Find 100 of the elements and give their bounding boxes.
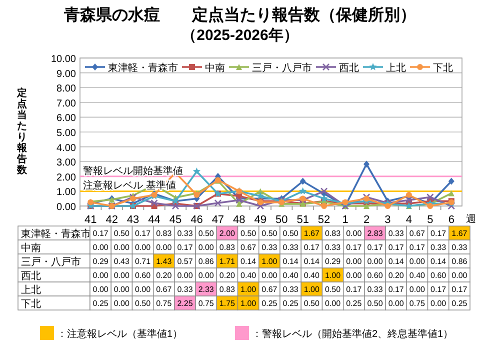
data-label: 0.50 [304,299,320,308]
y-tick-label: 5.00 [56,128,76,139]
x-tick-label: 5 [427,214,434,226]
y-tick-label: 7.00 [56,98,76,110]
x-tick-label: 41 [84,214,97,226]
data-label: 0.50 [114,229,130,238]
data-label: 0.25 [282,299,299,308]
data-label: 0.00 [198,271,214,280]
data-label: 0.00 [92,271,109,280]
data-label: 0.14 [388,257,404,266]
data-label: 0.20 [219,271,236,280]
data-label: 0.33 [282,285,299,294]
data-label: 0.14 [304,257,320,266]
legend-label: 下北 [433,62,453,74]
text: 東津軽・青森市 [21,229,91,240]
data-label: 1.75 [219,299,236,308]
data-label: 0.67 [156,285,172,294]
data-label: 0.17 [367,243,384,252]
data-label: 0.33 [177,229,194,238]
legend-label: 東津軽・青森市 [108,62,178,74]
data-label: 0.50 [367,299,384,308]
data-label: 2.83 [367,229,384,238]
data-label: 0.40 [282,271,299,280]
data-label: 0.17 [430,229,447,238]
data-label: 0.86 [452,257,468,266]
legend-label: 西北 [339,62,359,74]
chart-title: 青森県の水痘 定点当たり報告数（保健所別） [63,6,416,24]
data-label: 0.00 [346,271,362,280]
data-label: 0.00 [156,243,172,252]
x-tick-label: 48 [233,214,246,226]
data-label: 0.00 [367,257,384,266]
y-tick-label: 1.00 [56,187,76,198]
data-label: 0.67 [409,229,426,238]
data-label: 0.17 [430,285,447,294]
data-label: 0.00 [346,229,362,238]
x-tick-label: 6 [448,214,454,226]
x-tick-label: 45 [169,214,182,226]
data-label: 0.50 [324,285,342,294]
data-label: 0.17 [452,285,468,294]
data-label: 0.67 [262,285,278,294]
data-label: 0.14 [430,257,447,266]
text: 西北 [21,271,41,282]
ref-line-label: 警報レベル開始基準値 [83,164,183,177]
data-label: 0.50 [262,229,278,238]
data-label: 0.33 [177,285,194,294]
data-label: 0.33 [324,243,342,252]
x-tick-label: 50 [275,214,288,226]
data-label: 0.00 [409,257,426,266]
x-tick-label: 43 [126,214,140,226]
data-label: 0.29 [324,257,342,266]
x-tick-label: 49 [254,214,267,226]
data-label: 0.00 [134,285,152,294]
data-label: 0.83 [156,229,172,238]
data-label: 0.17 [92,229,109,238]
x-tick-label: 44 [148,214,160,226]
data-label: 0.20 [156,271,172,280]
data-label: 0.00 [198,243,214,252]
legend-label: 三戸・八戸市 [252,62,312,74]
data-label: 0.75 [409,299,426,308]
data-label: 1.00 [324,271,342,280]
data-label: 0.33 [367,285,384,294]
data-label: 0.25 [346,299,362,308]
x-tick-label: 3 [384,214,391,226]
data-label: 0.20 [388,271,404,280]
data-label: 0.83 [219,285,236,294]
data-label: 0.00 [430,299,447,308]
data-label: 2.33 [198,285,214,294]
data-label: 0.00 [114,285,130,294]
data-label: 0.00 [114,243,130,252]
data-label: 0.83 [324,229,342,238]
data-label: 0.00 [114,299,130,308]
chart-subtitle: （2025-2026年） [182,27,298,44]
data-label: 0.33 [262,243,278,252]
x-tick-label: 2 [363,214,370,226]
data-label: 0.00 [388,299,404,308]
data-label: 0.57 [177,257,194,266]
data-label: 0.67 [240,243,257,252]
data-label: 0.17 [346,285,362,294]
data-label: 0.50 [282,229,299,238]
text: 上北 [21,285,41,296]
data-label: 0.17 [134,229,152,238]
y-tick-label: 2.00 [56,172,76,184]
data-label: 0.17 [388,243,404,252]
x-tick-label: 42 [106,214,118,226]
data-label: 0.00 [177,271,194,280]
data-label: 1.67 [304,229,320,238]
data-label: 0.75 [156,299,172,308]
text: 中南 [21,243,41,254]
x-tick-label: 1 [342,214,348,226]
data-label: 0.33 [452,243,468,252]
data-label: 1.71 [219,257,236,266]
y-tick-label: 6.00 [56,113,76,124]
data-label: 1.00 [240,299,257,308]
legend-label: 上北 [386,62,406,74]
data-label: 0.71 [134,257,152,266]
y-tick-label: 10.00 [50,54,76,65]
data-label: 0.00 [134,243,152,252]
data-label: 0.14 [240,257,257,266]
text: 下北 [21,299,41,310]
data-label: 0.75 [198,299,214,308]
